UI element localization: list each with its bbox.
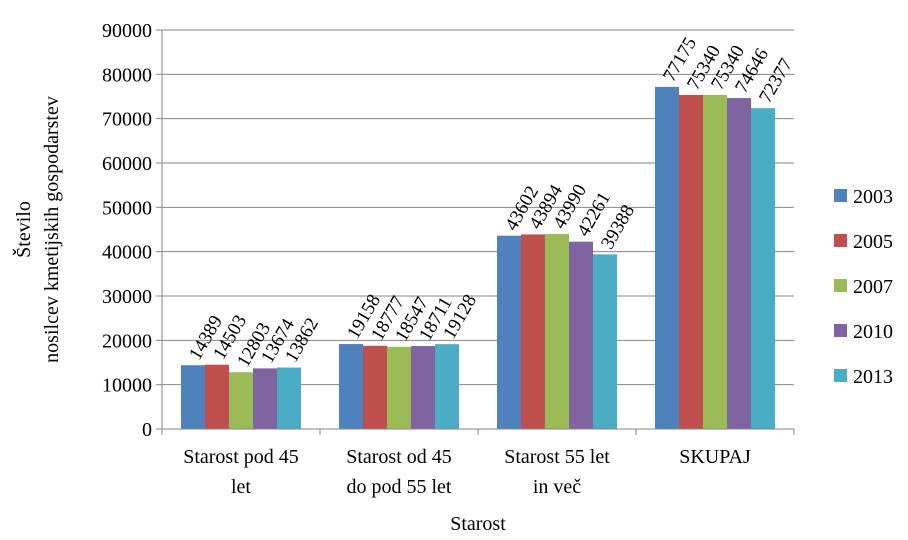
bar-2007 — [229, 372, 253, 429]
y-tick-label: 10000 — [102, 375, 152, 397]
category-label: let — [231, 476, 251, 498]
legend-label: 2005 — [853, 231, 893, 253]
bar-2010 — [727, 98, 751, 429]
y-tick-label: 40000 — [102, 242, 152, 264]
category-label: SKUPAJ — [679, 446, 751, 468]
bar-2005 — [205, 364, 229, 429]
bars — [181, 86, 775, 430]
category-label: Starost pod 45 — [183, 446, 299, 468]
bar-2013 — [435, 344, 459, 429]
bar-2003 — [181, 365, 205, 429]
y-axis-title-line: nosilcev kmetijskih gospodarstev — [41, 96, 63, 363]
category-label: in več — [533, 476, 581, 498]
legend-label: 2013 — [853, 366, 893, 388]
legend: 2003 2005 2007 2010 2013 — [834, 186, 893, 388]
legend-label: 2003 — [853, 186, 893, 208]
legend-swatch — [834, 234, 847, 247]
bar-2003 — [497, 235, 521, 429]
bar-2003 — [339, 344, 363, 429]
bar-2005 — [521, 234, 545, 429]
y-axis-title: Število nosilcev kmetijskih gospodarstev — [11, 96, 63, 363]
legend-swatch — [834, 189, 847, 202]
legend-swatch — [834, 279, 847, 292]
y-tick-label: 20000 — [102, 330, 152, 352]
y-tick-label: 70000 — [102, 109, 152, 131]
y-tick-label: 30000 — [102, 286, 152, 308]
bar-2005 — [363, 345, 387, 429]
legend-label: 2007 — [853, 276, 893, 298]
bar-2010 — [411, 346, 435, 429]
bar-2005 — [679, 94, 703, 429]
bar-2010 — [569, 241, 593, 429]
category-label: do pod 55 let — [347, 476, 452, 498]
y-tick-label: 60000 — [102, 153, 152, 175]
legend-swatch — [834, 369, 847, 382]
bar-2013 — [277, 367, 301, 429]
bar-2007 — [545, 233, 569, 429]
bar-2007 — [703, 94, 727, 429]
bar-2010 — [253, 368, 277, 429]
grid-lines — [162, 29, 794, 386]
y-tick-label: 50000 — [102, 197, 152, 219]
bar-2013 — [593, 254, 617, 429]
x-axis-title: Starost — [450, 513, 506, 535]
y-tick-label: 90000 — [102, 20, 152, 42]
bar-2007 — [387, 346, 411, 429]
category-label: Starost od 45 — [346, 446, 452, 468]
axes: 0 10000 20000 30000 40000 50000 60000 70000 8000… — [102, 20, 795, 498]
y-tick-label: 80000 — [102, 64, 152, 86]
legend-swatch — [834, 324, 847, 337]
legend-label: 2010 — [853, 321, 893, 343]
category-label: Starost 55 let — [504, 446, 610, 468]
bar-2013 — [751, 108, 775, 429]
y-tick-label: 0 — [142, 419, 152, 441]
y-axis-title-line: Število — [11, 201, 35, 258]
bar-2003 — [655, 86, 679, 430]
